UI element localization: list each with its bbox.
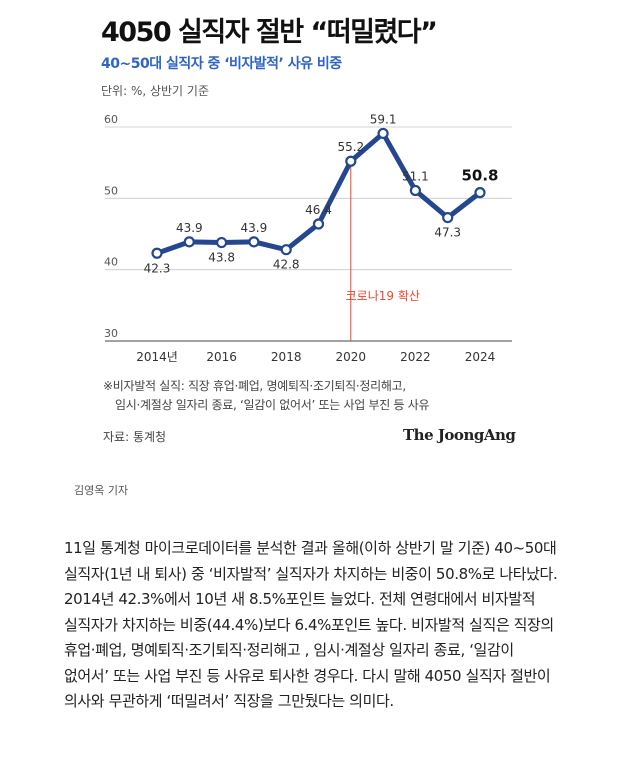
data-label: 47.3 (434, 226, 461, 240)
article-line: 실직자(1년 내 퇴사) 중 ‘비자발적’ 실직자가 차지하는 비중이 50.8… (64, 564, 558, 583)
x-tick-label: 2020 (336, 350, 367, 364)
data-point-marker (280, 244, 292, 256)
article-line: 의사와 무관하게 ‘떠밀려서’ 직장을 그만뒀다는 의미다. (64, 692, 394, 710)
article-line: 실직자가 차지하는 비중(44.4%)보다 6.4%포인트 높다. 비자발적 실… (64, 615, 554, 634)
data-label: 43.9 (241, 221, 268, 235)
data-point-marker (183, 236, 195, 248)
data-label: 46.4 (305, 203, 332, 217)
data-point-marker (409, 184, 421, 197)
article-line: 11일 통계청 마이크로데이터를 분석한 결과 올해(이하 상반기 말 기준) … (64, 539, 557, 557)
data-point-marker (312, 218, 325, 230)
data-label: 51.1 (402, 169, 429, 183)
x-tick-label: 2018 (271, 350, 302, 364)
y-tick-label: 30 (104, 327, 118, 340)
article-body: 11일 통계청 마이크로데이터를 분석한 결과 올해(이하 상반기 말 기준) … (64, 536, 624, 715)
x-tick-label: 2014년 (136, 350, 178, 364)
line-chart: 60 50 40 30 2014년 2016 2018 2020 2022 2024 코로나19 확… (104, 112, 512, 364)
byline: 김영옥 기자 (74, 484, 129, 497)
data-point-marker (151, 247, 163, 259)
y-tick-label: 60 (104, 113, 118, 126)
data-point-marker (474, 187, 486, 199)
footnote: ※비자발적 실직: 직장 휴업·폐업, 명예퇴직·조기퇴직·정리해고, 임시·계… (103, 377, 430, 415)
series-line (154, 130, 483, 256)
data-label: 42.8 (273, 258, 300, 272)
footnote-line: ※비자발적 실직: 직장 휴업·폐업, 명예퇴직·조기퇴직·정리해고, (103, 379, 406, 393)
data-point-marker (377, 127, 389, 140)
data-point-marker (216, 236, 228, 249)
data-point-marker (345, 155, 357, 167)
joongang-logo: The JoongAng (403, 426, 516, 444)
data-label: 43.9 (176, 221, 203, 235)
data-point-marker (442, 211, 454, 224)
footnote-line: 임시·계절상 일자리 종료, ‘일감이 없어서’ 또는 사업 부진 등 사유 (115, 398, 430, 412)
unit-label: 단위: %, 상반기 기준 (101, 84, 209, 98)
article-line: 없어서’ 또는 사업 부진 등 사유로 퇴사한 경우다. 다시 말해 4050 … (64, 666, 551, 685)
data-label: 55.2 (337, 140, 364, 154)
article-line: 2014년 42.3%에서 10년 새 8.5%포인트 늘었다. 전체 연령대에… (64, 590, 536, 608)
data-label: 59.1 (370, 112, 397, 126)
y-tick-label: 50 (104, 184, 118, 197)
data-label: 50.8 (461, 167, 498, 185)
x-tick-label: 2024 (465, 350, 496, 364)
data-label: 43.8 (208, 251, 235, 265)
x-tick-label: 2016 (206, 350, 237, 364)
x-tick-label: 2022 (400, 350, 431, 364)
annotation-label: 코로나19 확산 (346, 289, 420, 303)
y-tick-label: 40 (104, 256, 118, 269)
chart-subtitle: 40~50대 실직자 중 ‘비자발적’ 사유 비중 (101, 56, 342, 72)
data-label: 42.3 (144, 261, 171, 275)
infographic-title: 4050 실직자 절반 “떠밀렸다” (101, 17, 438, 48)
data-point-marker (248, 236, 260, 248)
source-label: 자료: 통계청 (103, 430, 167, 444)
article-line: 휴업·폐업, 명예퇴직·조기퇴직·정리해고 , 임시·계절상 일자리 종료, ‘… (64, 641, 514, 659)
infographic: 4050 실직자 절반 “떠밀렸다” 40~50대 실직자 중 ‘비자발적’ 사… (101, 17, 516, 444)
